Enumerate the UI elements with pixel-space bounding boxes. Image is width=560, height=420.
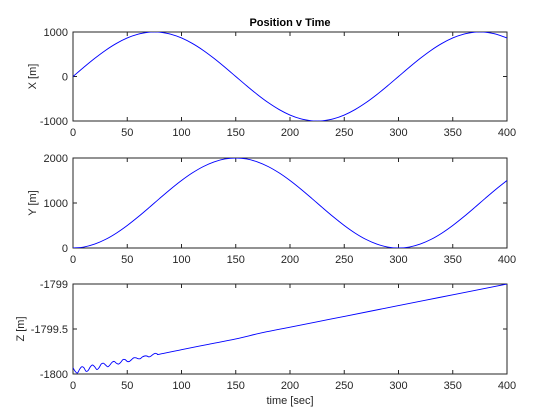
y-tick-label: -1799.5 — [31, 324, 68, 336]
x-tick-label: 300 — [389, 254, 407, 266]
x-tick-label: 0 — [70, 254, 76, 266]
y-tick-label: 0 — [62, 72, 68, 84]
x-tick-label: 400 — [498, 127, 516, 139]
plot-frame — [72, 283, 508, 375]
y-tick-label: -1000 — [40, 116, 68, 128]
x-tick-label: 300 — [389, 380, 407, 392]
x-tick-label: 200 — [281, 380, 299, 392]
y-tick-label: -1799 — [40, 279, 68, 291]
plot-frame — [72, 157, 508, 249]
x-tick-label: 250 — [335, 254, 353, 266]
subplot-2: 0 50 100 150 200 250 300 350 400 0 1000 2000 Y [m] — [27, 153, 516, 266]
x-tick-label: 350 — [444, 254, 462, 266]
x-tick-label: 100 — [172, 380, 190, 392]
x-tick-label: 400 — [498, 380, 516, 392]
y-tick-label: 2000 — [44, 153, 68, 165]
x-tick-label: 200 — [281, 254, 299, 266]
y-tick-label: -1800 — [40, 369, 68, 381]
chart-title: Position v Time — [249, 17, 330, 29]
x-tick-label: 0 — [70, 127, 76, 139]
plot-frame — [72, 31, 508, 122]
x-tick-label: 250 — [335, 380, 353, 392]
x-tick-label: 50 — [121, 127, 133, 139]
y-tick-label: 1000 — [44, 27, 68, 39]
x-tick-label: 150 — [227, 127, 245, 139]
y-axis-label: Y [m] — [27, 190, 39, 215]
x-tick-label: 350 — [444, 380, 462, 392]
series-line-1 — [73, 158, 507, 248]
x-tick-label: 200 — [281, 127, 299, 139]
x-tick-label: 100 — [172, 127, 190, 139]
x-tick-label: 50 — [121, 254, 133, 266]
x-tick-label: 350 — [444, 127, 462, 139]
x-tick-label: 0 — [70, 380, 76, 392]
x-tick-label: 300 — [389, 127, 407, 139]
y-tick-label: 0 — [62, 243, 68, 255]
x-tick-label: 150 — [227, 254, 245, 266]
x-axis-label: time [sec] — [266, 395, 313, 407]
y-axis-label: Z [m] — [15, 316, 27, 341]
series-line-1 — [73, 32, 507, 121]
series-line-1 — [73, 284, 507, 374]
x-tick-label: 50 — [121, 380, 133, 392]
x-tick-label: 150 — [227, 380, 245, 392]
x-tick-label: 100 — [172, 254, 190, 266]
subplot-3: 0 50 100 150 200 250 300 350 400 -1800 -1799.5 -179… — [15, 279, 516, 407]
x-tick-label: 250 — [335, 127, 353, 139]
y-tick-label: 1000 — [44, 198, 68, 210]
x-tick-label: 400 — [498, 254, 516, 266]
y-axis-label: X [m] — [27, 64, 39, 90]
